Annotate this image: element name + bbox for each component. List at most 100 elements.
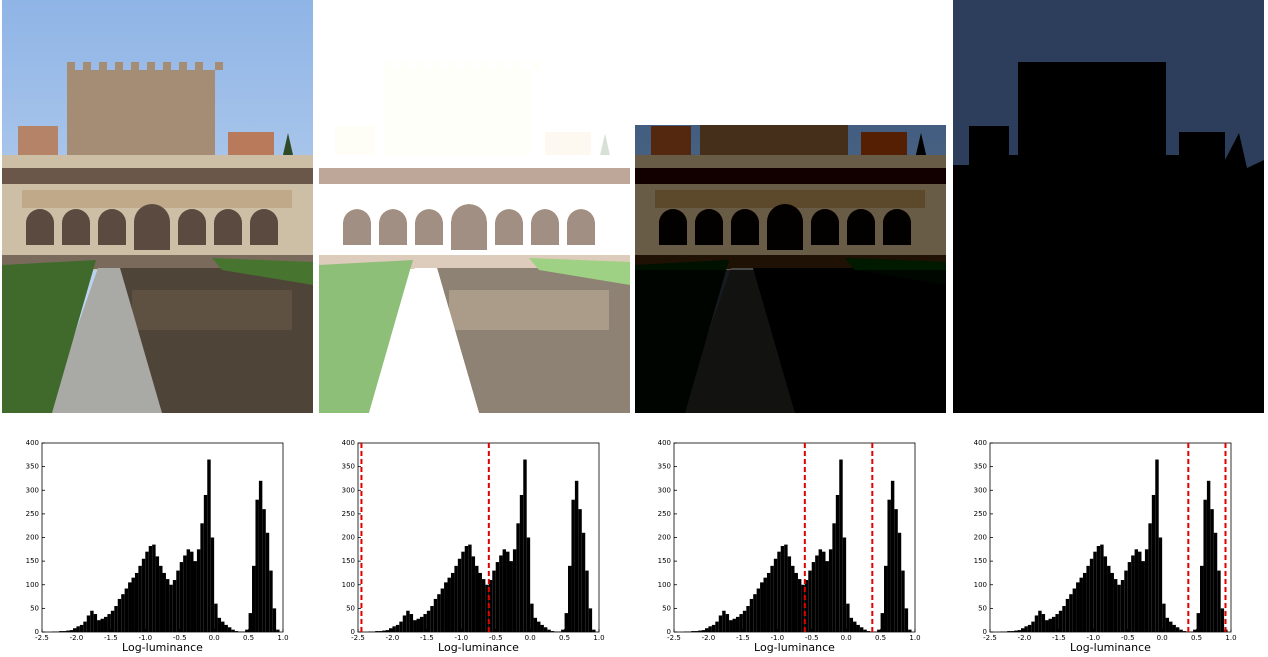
bar (454, 566, 457, 632)
x-tick-label: -2.0 (70, 634, 84, 642)
bar (458, 559, 461, 632)
bar (87, 615, 90, 632)
bar (530, 604, 533, 632)
y-tick-label: 400 (974, 439, 987, 447)
bar (767, 573, 770, 632)
bar (1073, 589, 1076, 632)
bar (211, 538, 214, 633)
bar (90, 611, 93, 632)
y-tick-label: 150 (342, 557, 355, 565)
bar (815, 555, 818, 632)
bar (905, 608, 908, 632)
x-tick-label: 1.0 (909, 634, 920, 642)
bar (750, 599, 753, 632)
bar (187, 549, 190, 632)
bar (1145, 549, 1148, 632)
bar (575, 481, 578, 632)
bar (733, 619, 736, 632)
bar (152, 545, 155, 632)
bar (1176, 627, 1179, 632)
bar (156, 556, 159, 632)
bar (1062, 606, 1065, 632)
bar (259, 481, 262, 632)
bar (884, 566, 887, 632)
bar (1045, 620, 1048, 632)
photo (635, 0, 946, 413)
bar (819, 549, 822, 632)
bar (784, 545, 787, 632)
bar (159, 566, 162, 632)
x-tick-label: 1.0 (1225, 634, 1236, 642)
bar (1055, 614, 1058, 632)
bar (898, 533, 901, 632)
y-tick-label: 100 (974, 581, 987, 589)
bar (770, 566, 773, 632)
y-tick-label: 50 (978, 604, 987, 612)
x-tick-label: -1.5 (1052, 634, 1066, 642)
x-tick-label: 0.5 (243, 634, 254, 642)
bar (1107, 566, 1110, 632)
bar (1135, 549, 1138, 632)
bar (1214, 533, 1217, 632)
bar (1024, 626, 1027, 632)
y-tick-label: 300 (342, 486, 355, 494)
bar (1097, 546, 1100, 632)
bar (266, 533, 269, 632)
bar (142, 559, 145, 632)
bar (396, 625, 399, 632)
bar (856, 625, 859, 632)
bar (76, 626, 79, 632)
bar (214, 604, 217, 632)
bar (832, 523, 835, 632)
y-tick-label: 50 (346, 604, 355, 612)
y-tick-label: 100 (342, 581, 355, 589)
bar (193, 561, 196, 632)
y-tick-label: 200 (974, 534, 987, 542)
bar (1093, 552, 1096, 632)
bar (197, 549, 200, 632)
bar (1221, 608, 1224, 632)
bar (781, 546, 784, 632)
bar (200, 523, 203, 632)
y-tick-label: 300 (974, 486, 987, 494)
bar (1035, 615, 1038, 632)
bar (392, 626, 395, 632)
bar (430, 606, 433, 632)
y-tick-label: 150 (974, 557, 987, 565)
bar (475, 566, 478, 632)
bar (461, 552, 464, 632)
bar (138, 566, 141, 632)
bar (520, 495, 523, 632)
y-tick-label: 350 (658, 463, 671, 471)
bar (1155, 460, 1158, 632)
bar (1203, 500, 1206, 632)
bar (715, 622, 718, 632)
bar (128, 582, 131, 632)
bar (839, 460, 842, 632)
bar (777, 552, 780, 632)
bar (479, 573, 482, 632)
bar (523, 460, 526, 632)
bar (1076, 582, 1079, 632)
bar (472, 556, 475, 632)
bar (812, 562, 815, 632)
bar (537, 622, 540, 632)
bar (1166, 618, 1169, 632)
bar (111, 611, 114, 632)
x-axis-label: Log-luminance (122, 641, 203, 654)
bar (228, 627, 231, 632)
y-tick-label: 200 (658, 534, 671, 542)
bar (269, 571, 272, 632)
bar (434, 599, 437, 632)
x-axis-label: Log-luminance (1070, 641, 1151, 654)
bar (101, 619, 104, 632)
bar (492, 571, 495, 632)
bar (183, 555, 186, 632)
bar (1042, 614, 1045, 632)
bar (496, 562, 499, 632)
bar (255, 500, 258, 632)
bar (468, 545, 471, 632)
x-tick-label: 0.0 (1157, 634, 1168, 642)
bar (1148, 523, 1151, 632)
bar (1152, 495, 1155, 632)
